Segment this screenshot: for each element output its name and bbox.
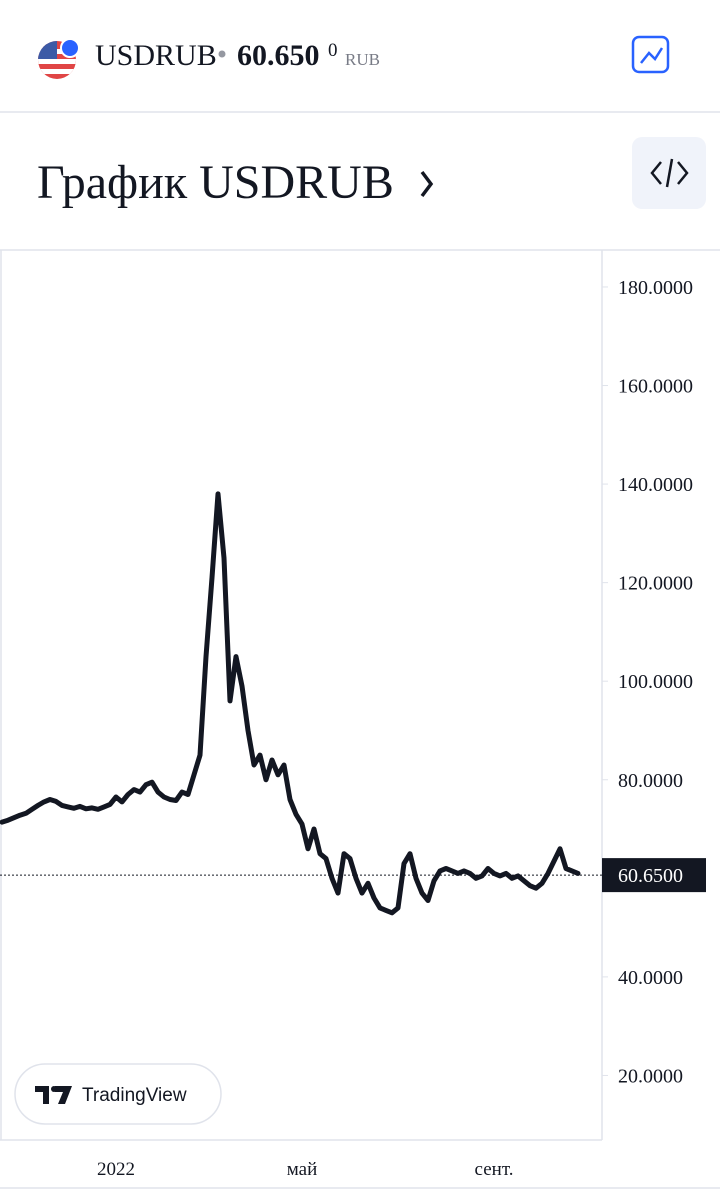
y-tick-label: 80.0000 [618, 770, 683, 792]
y-tick-label: 140.0000 [618, 474, 693, 496]
flag-icon [38, 38, 80, 79]
y-tick-label: 160.0000 [618, 376, 693, 398]
price-line-series [0, 491, 581, 916]
x-tick-label: 2022 [97, 1159, 135, 1180]
embed-button[interactable] [632, 137, 706, 209]
chart-frame [0, 249, 720, 1189]
y-tick-label: 180.0000 [618, 277, 693, 299]
chart-button[interactable] [631, 35, 670, 74]
current-price-label: 60.6500 [618, 865, 683, 887]
y-tick-label: 100.0000 [618, 671, 693, 693]
y-tick-label: 120.0000 [618, 573, 693, 595]
symbol: USDRUB [95, 39, 217, 72]
badge-text: TradingView [82, 1085, 187, 1106]
title-chevron[interactable] [420, 170, 434, 198]
plot: 20.000040.000060.000080.0000100.0000120.… [0, 277, 706, 1180]
separator-dot [218, 50, 226, 58]
x-tick-label: сент. [475, 1159, 514, 1180]
price-last-digit: 0 [328, 40, 338, 61]
price: 60.650 [237, 39, 320, 72]
current-price-tag [602, 858, 706, 893]
currency: RUB [345, 50, 380, 69]
title[interactable]: График USDRUB [37, 156, 394, 209]
tradingview-badge[interactable]: TradingView [14, 1063, 222, 1125]
y-tick-label: 40.0000 [618, 967, 683, 989]
y-tick-label: 20.0000 [618, 1065, 683, 1087]
x-tick-label: май [287, 1159, 318, 1180]
